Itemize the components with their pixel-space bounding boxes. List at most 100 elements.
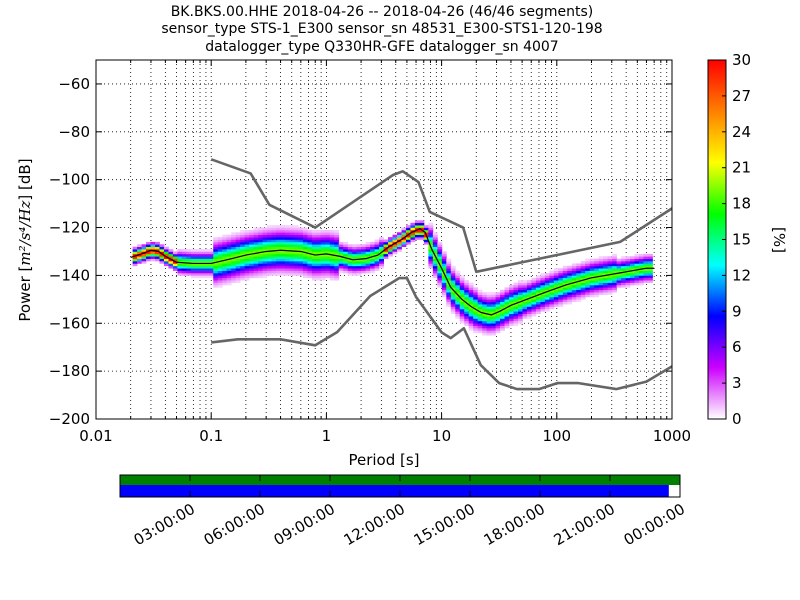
histogram-cell: [231, 265, 237, 269]
histogram-cell: [414, 220, 420, 224]
histogram-cell: [540, 282, 546, 286]
histogram-cell: [370, 244, 375, 247]
histogram-cell: [267, 227, 272, 231]
histogram-cell: [432, 237, 438, 240]
histogram-cell: [186, 270, 192, 274]
histogram-cell: [217, 282, 223, 286]
histogram-cell: [401, 239, 407, 243]
histogram-cell: [271, 268, 277, 271]
histogram-cell: [289, 256, 295, 259]
histogram-cell: [334, 234, 340, 238]
histogram-cell: [276, 241, 281, 245]
histogram-cell: [280, 258, 286, 262]
histogram-cell: [146, 251, 151, 255]
histogram-cell: [222, 270, 228, 274]
histogram-cell: [383, 241, 389, 245]
histogram-cell: [249, 273, 254, 276]
histogram-cell: [594, 292, 600, 295]
histogram-cell: [553, 289, 559, 293]
histogram-cell: [222, 239, 228, 243]
histogram-cell: [473, 323, 479, 326]
histogram-cell: [585, 270, 591, 274]
histogram-cell: [607, 263, 613, 267]
histogram-cell: [513, 296, 519, 300]
histogram-cell: [253, 241, 259, 245]
histogram-cell: [486, 320, 492, 324]
histogram-cell: [450, 292, 456, 295]
histogram-cell: [298, 268, 304, 271]
histogram-cell: [630, 256, 635, 259]
histogram-cell: [334, 241, 340, 245]
histogram-cell: [580, 270, 586, 274]
histogram-cell: [428, 225, 434, 228]
histogram-cell: [495, 328, 501, 331]
histogram-cell: [558, 304, 564, 307]
histogram-cell: [217, 263, 223, 267]
histogram-cell: [513, 294, 519, 298]
histogram-cell: [226, 263, 232, 267]
histogram-cell: [190, 261, 196, 264]
histogram-cell: [405, 232, 411, 236]
histogram-cell: [181, 273, 187, 276]
histogram-cell: [177, 263, 183, 267]
histogram-cell: [267, 249, 272, 252]
histogram-cell: [580, 261, 586, 264]
histogram-cell: [535, 289, 541, 293]
histogram-cell: [567, 265, 573, 269]
histogram-cell: [616, 284, 622, 288]
histogram-cell: [311, 275, 317, 279]
histogram-cell: [235, 234, 241, 238]
histogram-cell: [172, 258, 178, 262]
histogram-cell: [464, 304, 470, 307]
histogram-cell: [343, 265, 349, 269]
histogram-cell: [284, 268, 290, 271]
histogram-cell: [307, 229, 313, 233]
histogram-cell: [414, 234, 420, 238]
histogram-cell: [531, 313, 537, 317]
histogram-cell: [455, 296, 461, 300]
histogram-cell: [468, 306, 474, 310]
histogram-cell: [464, 313, 470, 317]
histogram-cell: [612, 256, 618, 259]
histogram-cell: [473, 330, 479, 334]
histogram-cell: [535, 292, 541, 295]
histogram-cell: [271, 234, 277, 238]
histogram-cell: [477, 289, 483, 293]
histogram-cell: [343, 251, 349, 255]
histogram-cell: [146, 246, 151, 250]
histogram-cell: [535, 306, 541, 310]
histogram-cell: [235, 251, 241, 255]
histogram-cell: [159, 251, 165, 255]
histogram-cell: [612, 265, 618, 269]
histogram-cell: [459, 284, 465, 288]
histogram-cell: [213, 284, 219, 288]
histogram-cell: [500, 311, 505, 314]
histogram-cell: [526, 282, 532, 286]
histogram-cell: [258, 232, 263, 236]
histogram-cell: [316, 256, 322, 259]
histogram-cell: [603, 268, 609, 271]
histogram-cell: [522, 292, 528, 295]
histogram-cell: [585, 275, 591, 279]
histogram-cell: [302, 258, 308, 262]
histogram-cell: [477, 306, 483, 310]
histogram-cell: [643, 270, 649, 274]
histogram-cell: [567, 289, 573, 293]
histogram-cell: [482, 299, 488, 303]
histogram-cell: [302, 263, 308, 267]
histogram-cell: [535, 275, 541, 279]
histogram-cell: [289, 261, 295, 264]
histogram-cell: [244, 263, 250, 267]
histogram-cell: [352, 251, 358, 255]
histogram-cell: [280, 225, 286, 228]
histogram-cell: [509, 318, 514, 322]
histogram-cell: [253, 249, 259, 252]
histogram-cell: [190, 273, 196, 276]
histogram-cell: [607, 289, 613, 293]
histogram-cell: [329, 268, 335, 271]
histogram-cell: [544, 299, 550, 303]
histogram-cell: [450, 296, 456, 300]
histogram-cell: [356, 261, 362, 264]
histogram-cell: [437, 249, 443, 252]
histogram-cell: [540, 294, 546, 298]
